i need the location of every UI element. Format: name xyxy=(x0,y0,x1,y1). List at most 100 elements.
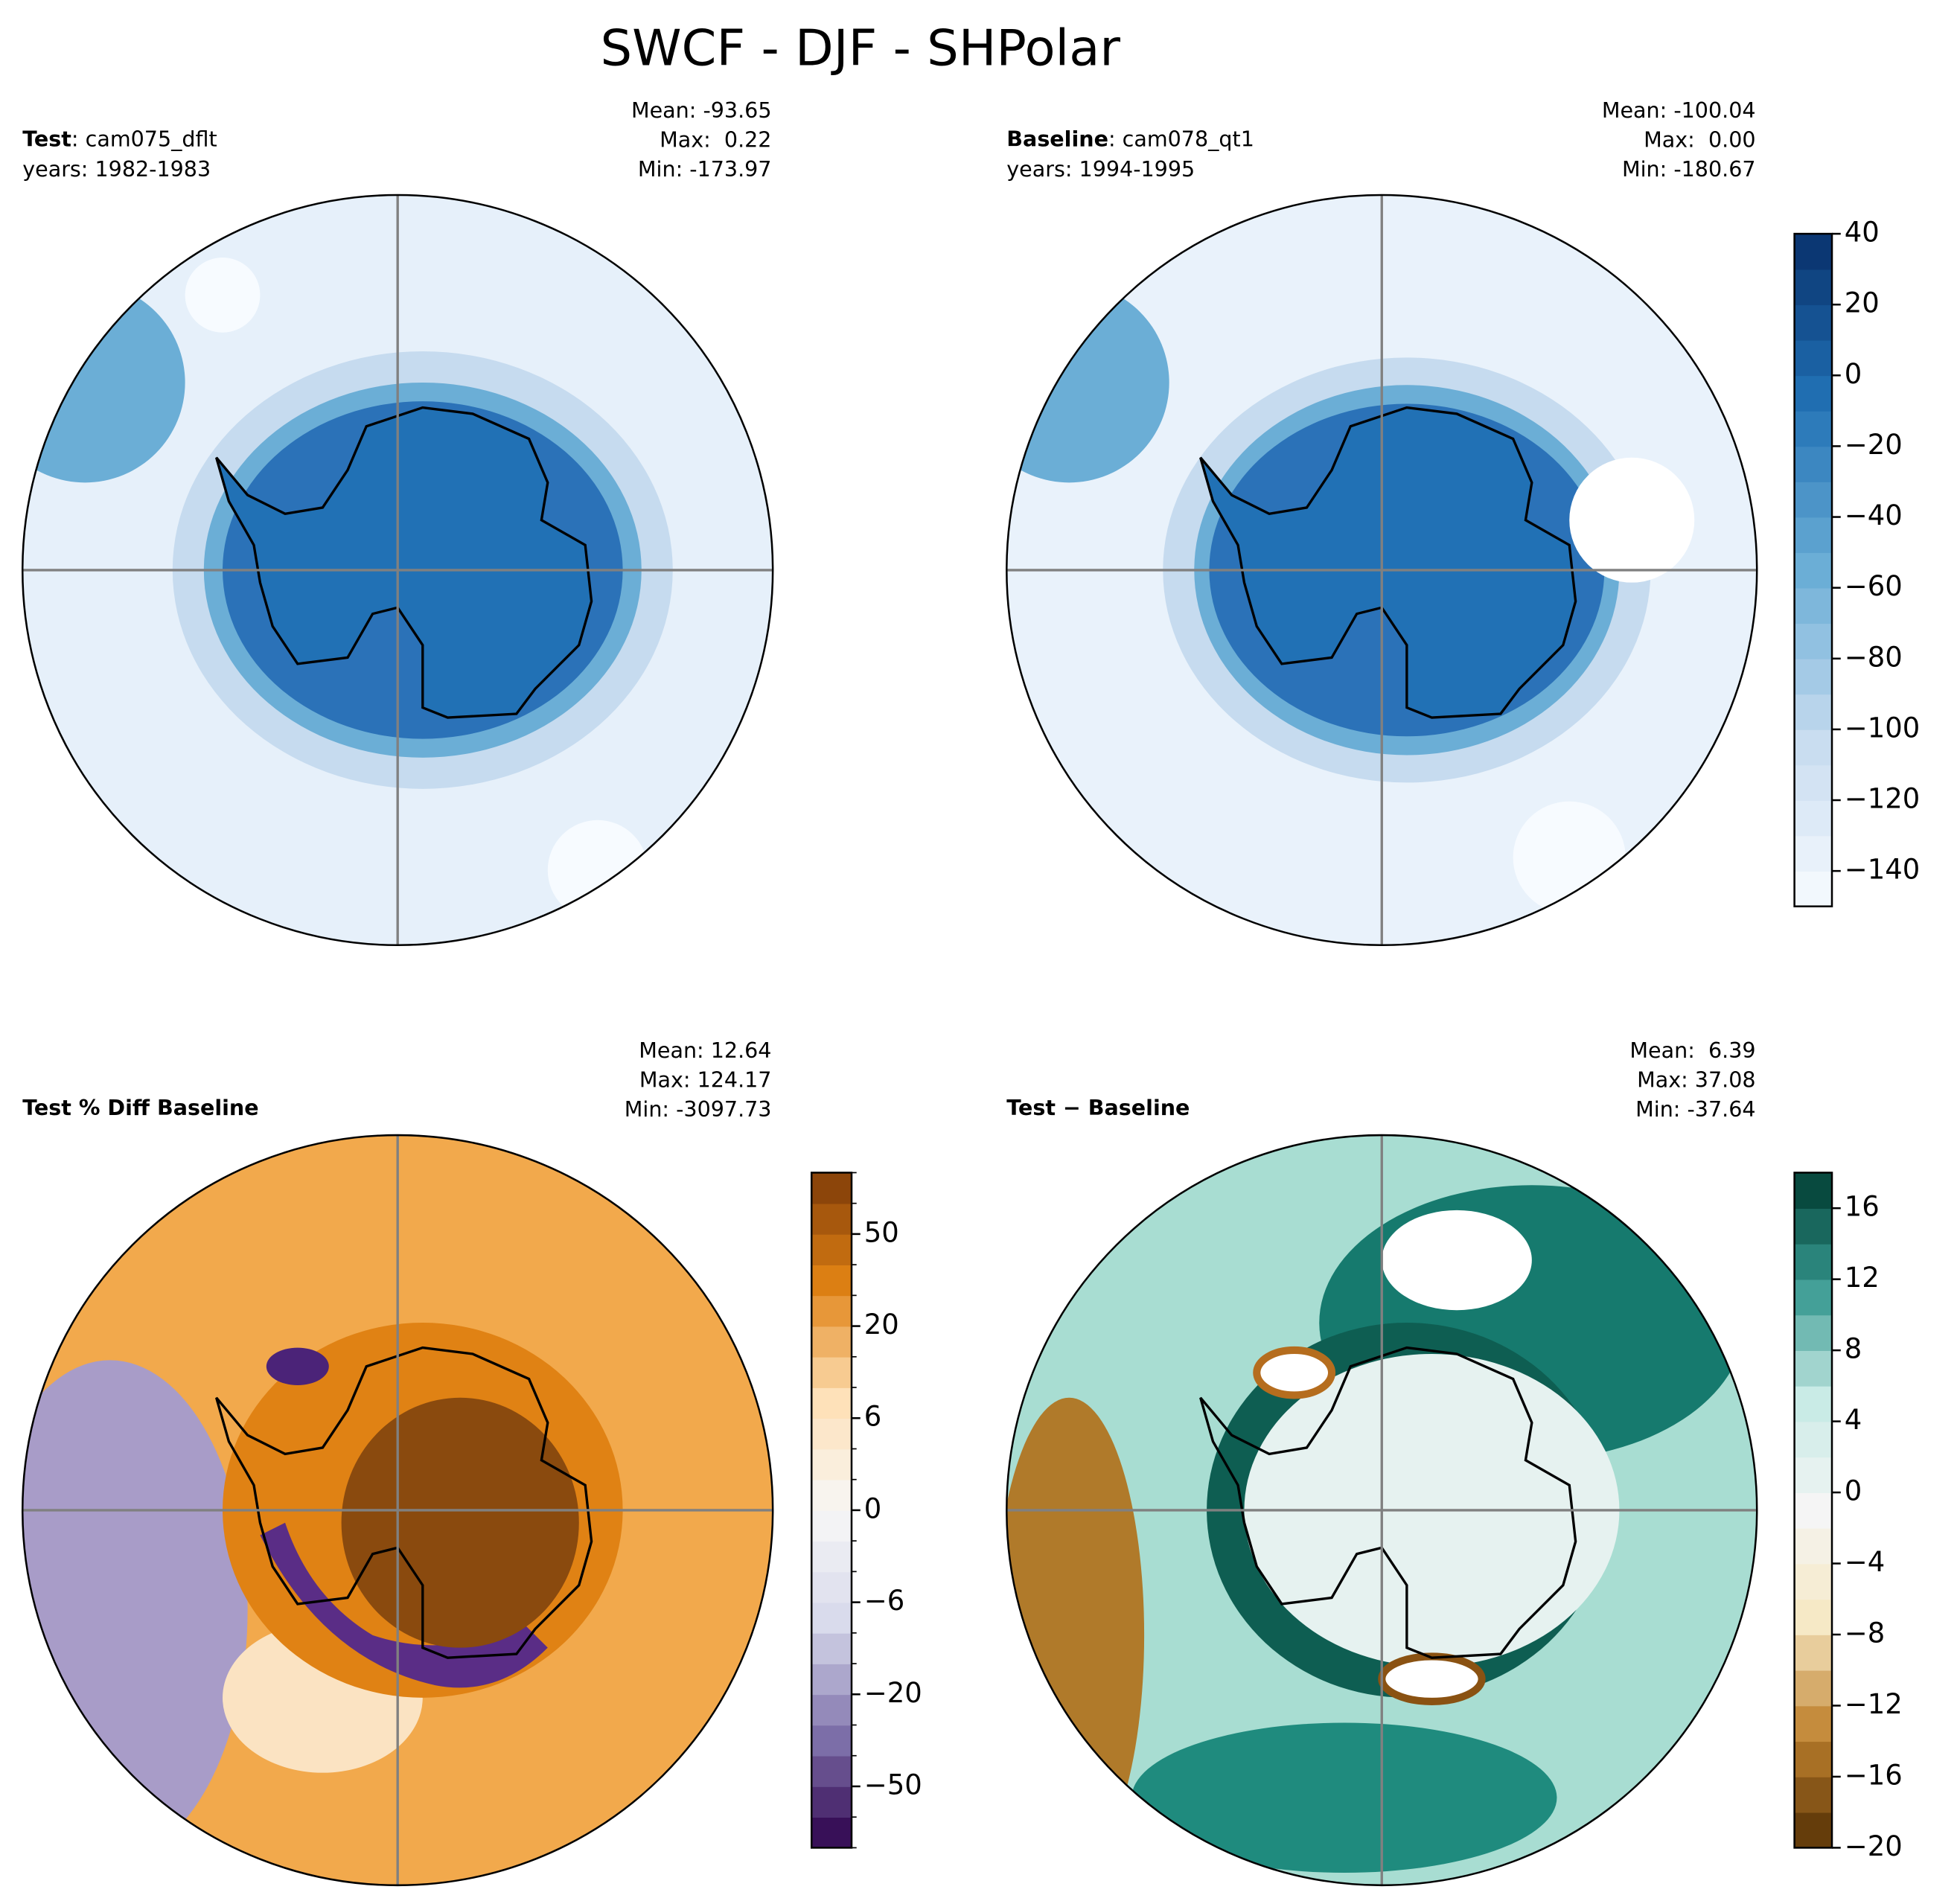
colorbar-band xyxy=(811,1541,852,1573)
colorbar-band xyxy=(811,1265,852,1297)
tick-label: −16 xyxy=(1845,1759,1903,1791)
colorbar-band xyxy=(1794,410,1833,447)
case-label: Baseline: cam078_qt1 xyxy=(1006,127,1254,152)
tick-label: 20 xyxy=(1845,287,1880,319)
colorbar-band xyxy=(1794,1812,1833,1849)
stat: Mean: -93.65 xyxy=(631,98,772,123)
colorbar-band xyxy=(1794,658,1833,695)
tick-label: 0 xyxy=(1845,358,1862,390)
tick-label: −50 xyxy=(864,1769,922,1801)
stat: Mean: 12.64 xyxy=(639,1038,771,1063)
colorbar-band xyxy=(1794,269,1833,306)
tick-label: −20 xyxy=(1845,429,1903,461)
tick-label: 20 xyxy=(864,1309,899,1341)
colorbar-band xyxy=(811,1571,852,1603)
tick-label: 4 xyxy=(1845,1404,1862,1436)
colorbar-frame xyxy=(810,1172,853,1849)
tick-label: −4 xyxy=(1845,1546,1885,1578)
figure-title: SWCF - DJF - SHPolar xyxy=(600,19,1120,77)
case-name: : cam075_dflt xyxy=(71,127,217,152)
colorbar-band xyxy=(1794,1599,1833,1635)
map xyxy=(1006,194,1758,947)
stat: Max: 37.08 xyxy=(1637,1067,1755,1092)
colorbar-frame xyxy=(1793,1172,1833,1849)
tick-label: −6 xyxy=(864,1585,904,1617)
colorbar-band xyxy=(1794,835,1833,872)
tick-label: 40 xyxy=(1845,217,1880,249)
colorbar-band xyxy=(1794,1385,1833,1422)
tick-label: 0 xyxy=(864,1492,882,1524)
colorbar-band xyxy=(811,1233,852,1265)
colorbar-band xyxy=(1794,800,1833,837)
tick-label: 6 xyxy=(864,1401,882,1433)
colorbar-band xyxy=(1794,729,1833,766)
colorbar-band xyxy=(1794,764,1833,801)
colorbar-band xyxy=(1794,517,1833,553)
tick-label: −20 xyxy=(864,1677,922,1709)
colorbar-band xyxy=(1794,1741,1833,1777)
colorbar-band xyxy=(1794,481,1833,518)
stat: Mean: 6.39 xyxy=(1629,1038,1755,1063)
map xyxy=(1006,1134,1758,1887)
case-label: Baseline xyxy=(1006,127,1108,152)
tick-label: −12 xyxy=(1845,1688,1903,1720)
colorbar-frame xyxy=(1793,232,1833,907)
colorbar-band xyxy=(1794,623,1833,659)
colorbar-band xyxy=(811,1203,852,1235)
colorbar-band xyxy=(811,1632,852,1664)
colorbar-band xyxy=(1794,339,1833,377)
map xyxy=(21,194,774,947)
tick-label: −20 xyxy=(1845,1830,1903,1862)
colorbar-band xyxy=(811,1755,852,1787)
colorbar-band xyxy=(1794,1314,1833,1351)
tick-label: −140 xyxy=(1845,854,1920,886)
case-label: Test xyxy=(22,127,71,152)
colorbar-band xyxy=(811,1418,852,1450)
tick-label: −60 xyxy=(1845,570,1903,602)
years: years: 1994-1995 xyxy=(1006,156,1195,182)
tick-label: −8 xyxy=(1845,1617,1885,1649)
case-label: Test % Diff Baseline xyxy=(22,1095,258,1120)
map xyxy=(21,1134,774,1887)
colorbar-band xyxy=(1794,694,1833,730)
colorbar-band xyxy=(1794,587,1833,624)
colorbar-band xyxy=(1794,1705,1833,1742)
stat: Min: -173.97 xyxy=(638,156,772,182)
colorbar-band xyxy=(811,1602,852,1634)
case-label: Test − Baseline xyxy=(1006,1095,1190,1120)
tick-label: 16 xyxy=(1845,1191,1880,1223)
colorbar-band xyxy=(1794,1279,1833,1316)
tick-label: −100 xyxy=(1845,712,1920,744)
stat: Max: 124.17 xyxy=(639,1067,772,1092)
colorbar-band xyxy=(1794,1243,1833,1280)
colorbar-band xyxy=(1794,1350,1833,1387)
case-name: : cam078_qt1 xyxy=(1108,127,1254,152)
stat: Min: -180.67 xyxy=(1622,156,1756,182)
stat: Min: -37.64 xyxy=(1635,1096,1755,1122)
stat: Min: -3097.73 xyxy=(625,1096,772,1122)
colorbar-band xyxy=(1794,1208,1833,1245)
colorbar-band xyxy=(811,1356,852,1388)
colorbar-band xyxy=(1794,1172,1833,1210)
colorbar-band xyxy=(1794,446,1833,482)
tick-label: 12 xyxy=(1845,1262,1880,1294)
colorbar-band xyxy=(1794,1492,1833,1529)
stat: Max: 0.00 xyxy=(1644,127,1755,152)
colorbar-band xyxy=(1794,1527,1833,1565)
colorbar-band xyxy=(1794,1457,1833,1493)
colorbar-band xyxy=(811,1448,852,1480)
colorbar-band xyxy=(811,1172,852,1204)
colorbar-band xyxy=(811,1295,852,1327)
tick-label: −80 xyxy=(1845,641,1903,673)
colorbar-band xyxy=(811,1510,852,1542)
colorbar-band xyxy=(1794,1563,1833,1600)
tick-label: −120 xyxy=(1845,783,1920,815)
colorbar-band xyxy=(1794,375,1833,412)
colorbar-band xyxy=(811,1694,852,1726)
colorbar-band xyxy=(811,1664,852,1696)
colorbar-band xyxy=(811,1817,852,1849)
tick-label: 0 xyxy=(1845,1475,1862,1507)
colorbar-band xyxy=(811,1479,852,1511)
stat: Max: 0.22 xyxy=(660,127,771,152)
